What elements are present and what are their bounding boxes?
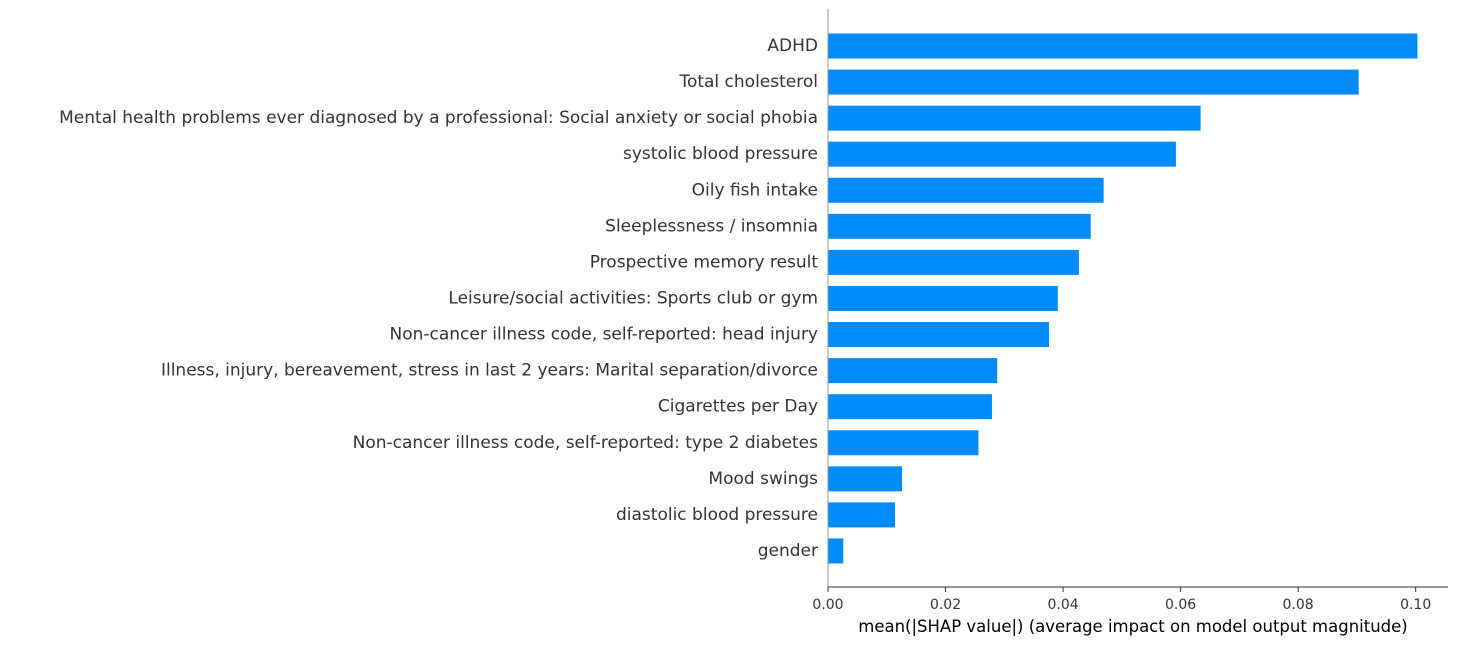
category-labels: ADHD Total cholesterol Mental health probl… — [59, 36, 818, 561]
x-tick-label: 0.10 — [1400, 597, 1431, 613]
bar-10 — [828, 394, 992, 420]
x-tick-label: 0.04 — [1047, 597, 1078, 613]
x-tick-label: 0.08 — [1283, 597, 1314, 613]
category-label: Mood swings — [708, 469, 818, 489]
x-tick-label: 0.02 — [930, 597, 961, 613]
bar-4 — [828, 177, 1104, 203]
category-label: Sleeplessness / insomnia — [605, 216, 818, 236]
bar-5 — [828, 213, 1091, 239]
category-label: Non-cancer illness code, self-reported: … — [389, 325, 818, 345]
category-label: Oily fish intake — [692, 180, 818, 200]
bar-2 — [828, 105, 1201, 131]
bar-14 — [828, 538, 844, 564]
category-label: Prospective memory result — [590, 252, 819, 272]
bar-11 — [828, 430, 979, 456]
category-label: ADHD — [767, 36, 818, 56]
category-label: Total cholesterol — [678, 72, 818, 92]
category-label: Leisure/social activities: Sports club o… — [448, 288, 818, 308]
x-axis-label: mean(|SHAP value|) (average impact on mo… — [858, 617, 1408, 636]
bar-9 — [828, 358, 998, 384]
category-label: diastolic blood pressure — [616, 505, 818, 525]
category-label: systolic blood pressure — [623, 144, 818, 164]
bar-1 — [828, 69, 1359, 95]
bar-8 — [828, 322, 1049, 348]
category-label: gender — [758, 541, 818, 561]
category-label: Illness, injury, bereavement, stress in … — [161, 361, 818, 381]
bar-13 — [828, 502, 895, 528]
category-label: Non-cancer illness code, self-reported: … — [353, 433, 819, 453]
x-tick-label: 0.06 — [1165, 597, 1196, 613]
bar-12 — [828, 466, 903, 492]
bar-7 — [828, 285, 1058, 311]
x-axis: 0.00 0.02 0.04 0.06 0.08 0.10 — [812, 9, 1448, 613]
category-label: Cigarettes per Day — [658, 397, 818, 417]
bars-layer — [828, 33, 1418, 564]
bar-0 — [828, 33, 1418, 59]
bar-6 — [828, 249, 1079, 275]
category-label: Mental health problems ever diagnosed by… — [59, 108, 818, 128]
x-tick-label: 0.00 — [812, 597, 843, 613]
bar-3 — [828, 141, 1176, 167]
